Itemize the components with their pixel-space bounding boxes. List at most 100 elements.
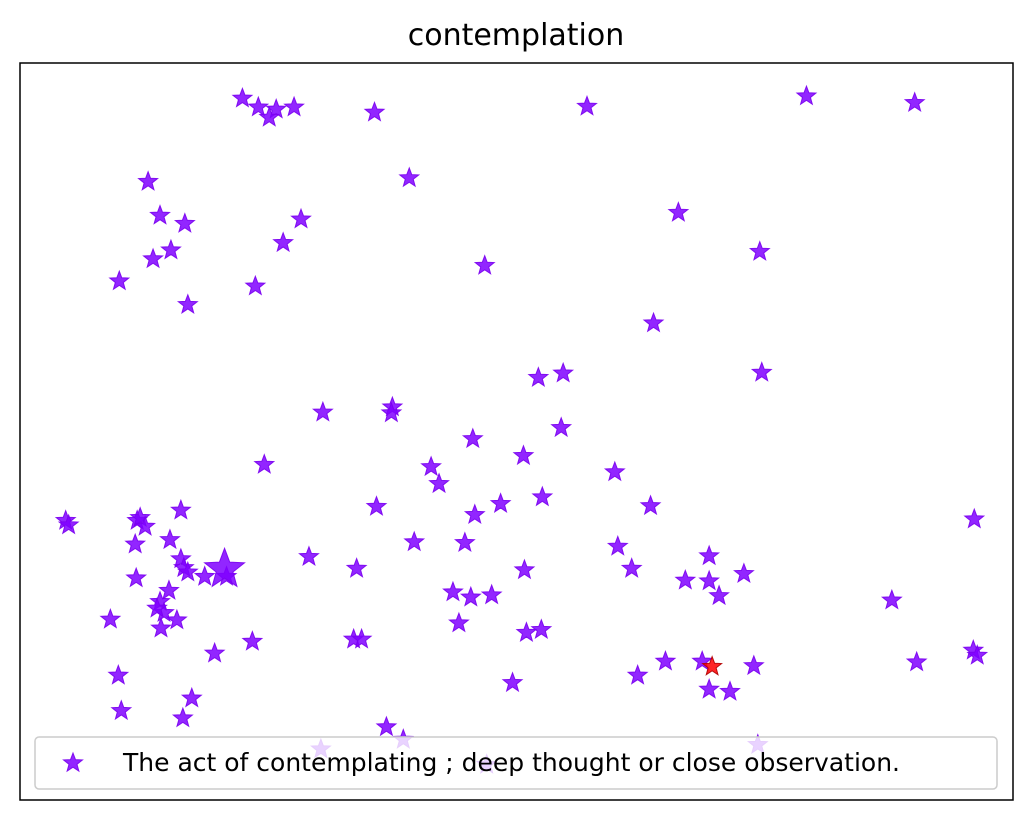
data-point bbox=[142, 247, 164, 269]
data-point bbox=[642, 311, 665, 333]
data-point bbox=[311, 400, 334, 422]
data-point bbox=[272, 231, 295, 253]
data-point bbox=[428, 472, 450, 494]
legend-label: The act of contemplating ; deep thought … bbox=[122, 748, 900, 777]
data-point bbox=[501, 671, 524, 693]
data-point bbox=[667, 201, 690, 222]
data-point bbox=[550, 416, 573, 438]
data-point bbox=[748, 240, 771, 261]
data-point bbox=[527, 366, 550, 387]
data-point bbox=[403, 530, 426, 552]
data-point bbox=[176, 560, 199, 582]
data-point bbox=[453, 531, 476, 553]
data-point bbox=[363, 100, 386, 122]
legend-star-icon bbox=[62, 751, 84, 773]
data-point bbox=[691, 650, 714, 671]
data-point bbox=[603, 460, 626, 482]
data-point bbox=[247, 95, 270, 117]
data-point bbox=[963, 507, 986, 529]
data-points bbox=[54, 84, 989, 774]
data-point bbox=[620, 557, 643, 578]
chart-title: contemplation bbox=[408, 18, 625, 53]
legend-star-marker bbox=[62, 751, 84, 773]
data-point bbox=[489, 492, 512, 513]
data-point bbox=[180, 686, 203, 708]
legend-box bbox=[34, 736, 998, 790]
data-point bbox=[265, 98, 288, 119]
legend: The act of contemplating ; deep thought … bbox=[34, 736, 998, 790]
data-point bbox=[173, 212, 196, 233]
data-point bbox=[108, 269, 131, 291]
data-point bbox=[698, 678, 721, 699]
data-point bbox=[345, 557, 368, 578]
data-point bbox=[966, 644, 989, 665]
data-point bbox=[253, 453, 276, 474]
data-point bbox=[125, 566, 148, 588]
highlight-point bbox=[701, 655, 723, 676]
data-point bbox=[107, 664, 130, 685]
data-point bbox=[708, 584, 730, 606]
data-point bbox=[512, 444, 535, 466]
data-point bbox=[171, 706, 194, 728]
data-point bbox=[290, 207, 312, 229]
data-point bbox=[463, 503, 486, 525]
data-point bbox=[146, 596, 168, 618]
data-point bbox=[110, 699, 133, 721]
data-point bbox=[57, 513, 80, 535]
highlight-point bbox=[203, 546, 246, 588]
data-point bbox=[244, 274, 267, 296]
data-point bbox=[158, 579, 180, 600]
data-point bbox=[905, 650, 928, 672]
data-point bbox=[606, 535, 629, 556]
data-point bbox=[176, 293, 199, 314]
data-point bbox=[733, 562, 755, 583]
data-point bbox=[513, 558, 536, 580]
data-point bbox=[170, 498, 192, 520]
data-point bbox=[531, 485, 554, 507]
data-point bbox=[241, 630, 264, 651]
data-point bbox=[99, 608, 122, 629]
data-point bbox=[350, 627, 373, 649]
data-point bbox=[461, 427, 484, 449]
data-point bbox=[380, 401, 403, 423]
data-point bbox=[149, 204, 171, 225]
data-point bbox=[674, 568, 697, 590]
data-point bbox=[159, 528, 181, 550]
data-point bbox=[448, 611, 470, 633]
data-point bbox=[365, 495, 388, 516]
data-point bbox=[298, 545, 320, 567]
data-point bbox=[880, 588, 903, 610]
data-point bbox=[137, 170, 159, 191]
data-point bbox=[129, 506, 152, 527]
data-point bbox=[515, 621, 538, 642]
data-point bbox=[698, 544, 721, 566]
data-point bbox=[193, 565, 216, 586]
data-point bbox=[134, 515, 156, 536]
data-point bbox=[742, 654, 765, 676]
data-point bbox=[375, 715, 398, 737]
data-point bbox=[283, 95, 305, 117]
data-point bbox=[480, 583, 503, 605]
data-point bbox=[258, 106, 281, 127]
data-point bbox=[552, 361, 575, 383]
plot-area-frame bbox=[19, 62, 1014, 801]
data-point bbox=[150, 616, 172, 638]
data-point bbox=[530, 618, 553, 639]
data-point bbox=[398, 166, 421, 188]
data-point bbox=[750, 361, 773, 382]
data-point bbox=[473, 254, 496, 275]
data-point bbox=[654, 650, 677, 671]
data-point bbox=[698, 569, 721, 591]
data-point bbox=[420, 455, 442, 477]
data-point bbox=[459, 585, 482, 607]
data-point bbox=[166, 608, 188, 630]
data-point bbox=[203, 641, 226, 663]
data-point bbox=[442, 580, 464, 602]
data-point bbox=[576, 95, 598, 116]
data-point bbox=[639, 494, 662, 516]
data-point bbox=[170, 547, 192, 569]
data-point bbox=[903, 91, 926, 113]
data-point bbox=[124, 532, 147, 554]
data-point bbox=[795, 84, 818, 106]
